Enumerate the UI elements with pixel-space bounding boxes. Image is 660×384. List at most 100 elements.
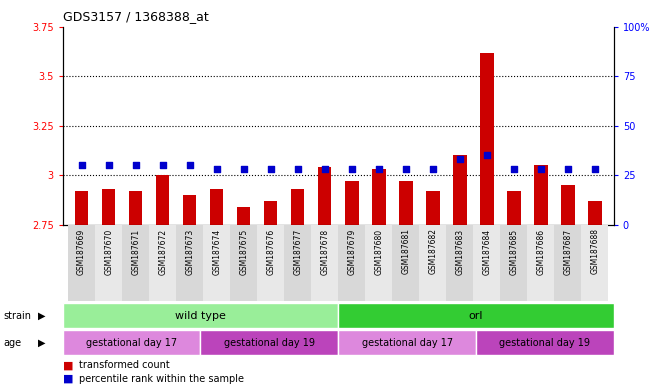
Bar [102, 189, 116, 225]
Text: ▶: ▶ [38, 338, 46, 348]
Bar [426, 191, 440, 225]
Text: GSM187673: GSM187673 [185, 228, 194, 275]
Bar [257, 225, 284, 301]
Text: orl: orl [469, 311, 483, 321]
Text: transformed count: transformed count [79, 360, 170, 370]
Text: GSM187677: GSM187677 [293, 228, 302, 275]
Point [509, 166, 519, 172]
Bar [419, 225, 446, 301]
Bar [365, 225, 392, 301]
Bar [176, 225, 203, 301]
Text: GSM187687: GSM187687 [564, 228, 572, 275]
Bar [183, 195, 197, 225]
Point [157, 162, 168, 169]
Bar [534, 166, 548, 225]
Bar [264, 201, 277, 225]
Point [482, 152, 492, 159]
Bar [399, 181, 412, 225]
Point [211, 166, 222, 172]
Point [589, 166, 600, 172]
Bar [476, 330, 614, 355]
Point [319, 166, 330, 172]
Bar [554, 225, 581, 301]
Text: GSM187672: GSM187672 [158, 228, 167, 275]
Text: wild type: wild type [175, 311, 226, 321]
Point [374, 166, 384, 172]
Bar [156, 175, 170, 225]
Point [265, 166, 276, 172]
Bar [203, 225, 230, 301]
Text: GSM187674: GSM187674 [212, 228, 221, 275]
Point [104, 162, 114, 169]
Bar [230, 225, 257, 301]
Text: strain: strain [3, 311, 31, 321]
Bar [68, 225, 95, 301]
Text: ■: ■ [63, 374, 73, 384]
Point [238, 166, 249, 172]
Text: age: age [3, 338, 21, 348]
Bar [561, 185, 575, 225]
Point [184, 162, 195, 169]
Text: GSM187669: GSM187669 [77, 228, 86, 275]
Bar [345, 181, 358, 225]
Bar [63, 330, 201, 355]
Text: GSM187670: GSM187670 [104, 228, 113, 275]
Bar [392, 225, 419, 301]
Text: GSM187676: GSM187676 [266, 228, 275, 275]
Bar [507, 191, 521, 225]
Point [346, 166, 357, 172]
Text: GSM187679: GSM187679 [347, 228, 356, 275]
Bar [527, 225, 554, 301]
Text: ▶: ▶ [38, 311, 46, 321]
Bar [453, 156, 467, 225]
Point [428, 166, 438, 172]
Bar [75, 191, 88, 225]
Point [401, 166, 411, 172]
Text: GSM187685: GSM187685 [510, 228, 518, 275]
Text: GSM187678: GSM187678 [320, 228, 329, 275]
Bar [63, 303, 338, 328]
Bar [318, 167, 331, 225]
Bar [284, 225, 312, 301]
Point [131, 162, 141, 169]
Text: GSM187681: GSM187681 [401, 228, 411, 275]
Bar [237, 207, 250, 225]
Bar [210, 189, 224, 225]
Bar [129, 191, 143, 225]
Bar [480, 53, 494, 225]
Bar [338, 330, 476, 355]
Bar [500, 225, 527, 301]
Text: gestational day 17: gestational day 17 [86, 338, 177, 348]
Text: GSM187688: GSM187688 [591, 228, 599, 275]
Text: GSM187683: GSM187683 [455, 228, 465, 275]
Text: gestational day 19: gestational day 19 [500, 338, 591, 348]
Point [535, 166, 546, 172]
Point [562, 166, 573, 172]
Bar [372, 169, 385, 225]
Bar [201, 330, 338, 355]
Text: ■: ■ [63, 360, 73, 370]
Text: percentile rank within the sample: percentile rank within the sample [79, 374, 244, 384]
Bar [122, 225, 149, 301]
Text: GSM187680: GSM187680 [374, 228, 383, 275]
Bar [338, 303, 614, 328]
Text: GDS3157 / 1368388_at: GDS3157 / 1368388_at [63, 10, 209, 23]
Bar [95, 225, 122, 301]
Text: GSM187682: GSM187682 [428, 228, 438, 275]
Text: GSM187686: GSM187686 [537, 228, 545, 275]
Point [455, 156, 465, 162]
Bar [339, 225, 365, 301]
Text: GSM187675: GSM187675 [239, 228, 248, 275]
Bar [312, 225, 338, 301]
Bar [149, 225, 176, 301]
Bar [581, 225, 609, 301]
Bar [473, 225, 500, 301]
Point [292, 166, 303, 172]
Bar [446, 225, 473, 301]
Bar [588, 201, 602, 225]
Bar [291, 189, 304, 225]
Text: gestational day 17: gestational day 17 [362, 338, 453, 348]
Text: GSM187671: GSM187671 [131, 228, 140, 275]
Text: GSM187684: GSM187684 [482, 228, 491, 275]
Point [77, 162, 87, 169]
